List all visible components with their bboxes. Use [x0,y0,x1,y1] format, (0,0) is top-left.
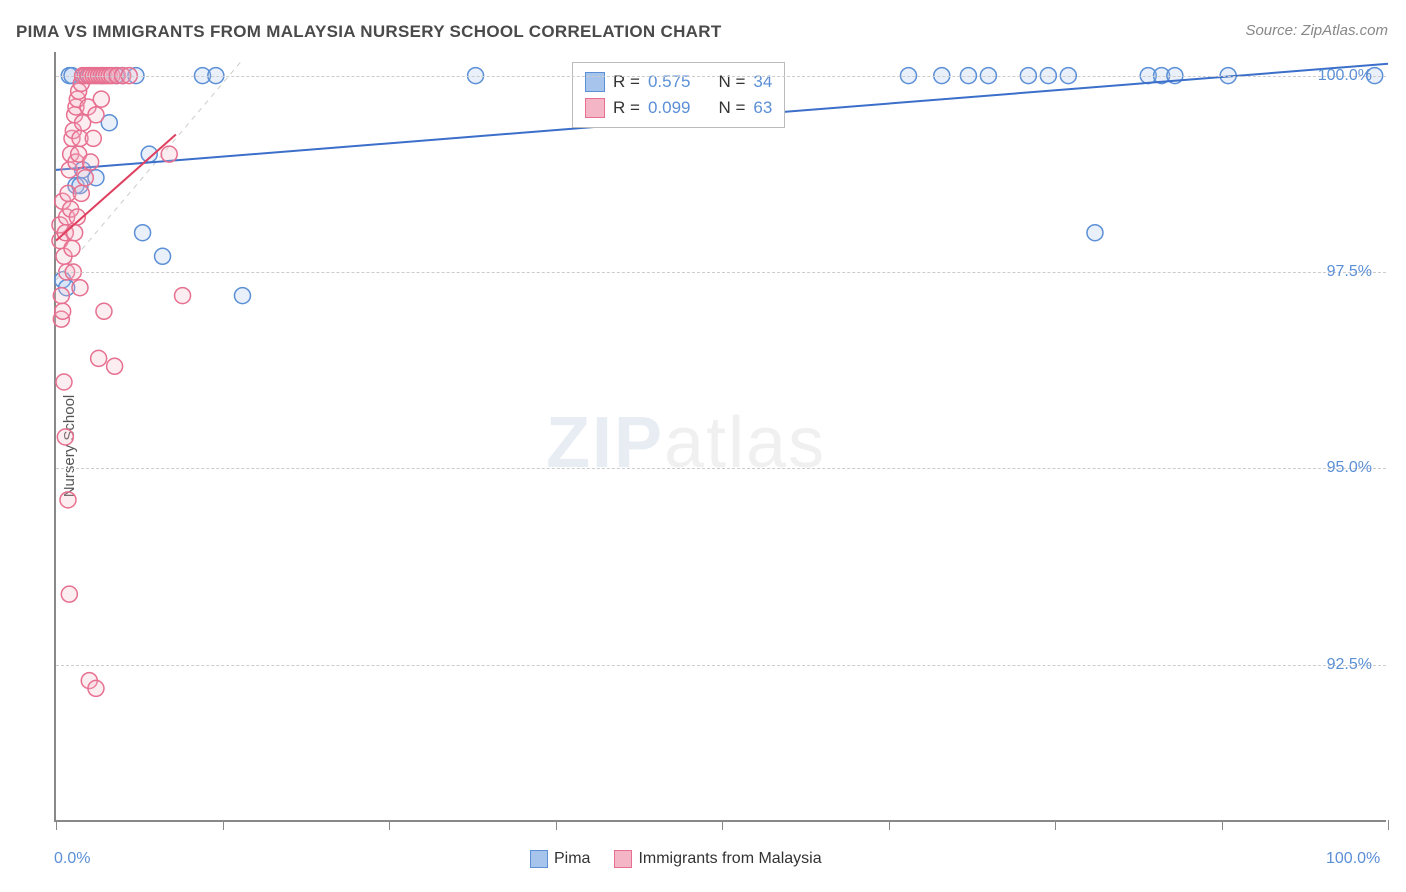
data-point [55,303,71,319]
data-point [60,492,76,508]
data-point [56,374,72,390]
data-point [73,185,89,201]
N-malaysia: 63 [753,98,772,118]
data-point [88,680,104,696]
swatch-malaysia [585,98,605,118]
swatch-malaysia-bottom [614,850,632,868]
gridline-h [56,272,1386,273]
y-tick-label: 92.5% [1327,656,1372,674]
gridline-h [56,468,1386,469]
plot-area: ZIPatlas R = 0.575 N = 34 R = 0.099 N = … [54,52,1386,822]
data-point [93,91,109,107]
gridline-h [56,665,1386,666]
y-tick-label: 97.5% [1327,263,1372,281]
y-tick-label: 95.0% [1327,459,1372,477]
data-point [83,154,99,170]
R-malaysia: 0.099 [648,98,691,118]
data-point [91,350,107,366]
data-point [96,303,112,319]
x-tick [1222,820,1223,830]
data-point [135,225,151,241]
x-tick [1388,820,1389,830]
data-point [72,280,88,296]
data-point [61,586,77,602]
legend-malaysia-label: Immigrants from Malaysia [638,850,821,867]
data-point [85,130,101,146]
stats-row-malaysia: R = 0.099 N = 63 [585,95,772,121]
stats-legend: R = 0.575 N = 34 R = 0.099 N = 63 [572,62,785,128]
x-tick [389,820,390,830]
gridline-h [56,76,1386,77]
data-point [161,146,177,162]
y-tick-label: 100.0% [1318,67,1372,85]
x-tick [56,820,57,830]
x-tick [889,820,890,830]
data-point [107,358,123,374]
data-point [64,240,80,256]
chart-title: PIMA VS IMMIGRANTS FROM MALAYSIA NURSERY… [16,22,722,42]
swatch-pima-bottom [530,850,548,868]
x-tick-label: 0.0% [54,850,90,868]
stats-row-pima: R = 0.575 N = 34 [585,69,772,95]
data-point [67,225,83,241]
x-tick [722,820,723,830]
data-point [77,170,93,186]
legend-item-pima: Pima [530,850,590,868]
R-label2: R = [613,98,640,118]
x-tick [223,820,224,830]
data-point [234,288,250,304]
source-label: Source: ZipAtlas.com [1245,22,1388,39]
data-point [155,248,171,264]
data-point [175,288,191,304]
data-point [88,107,104,123]
x-tick [1055,820,1056,830]
chart-container: PIMA VS IMMIGRANTS FROM MALAYSIA NURSERY… [0,0,1406,892]
legend-pima-label: Pima [554,850,590,867]
data-point [1087,225,1103,241]
legend-item-malaysia: Immigrants from Malaysia [614,850,821,868]
N-label2: N = [718,98,745,118]
plot-svg [56,52,1386,820]
data-point [53,288,69,304]
series-legend: Pima Immigrants from Malaysia [530,850,822,868]
x-tick-label: 100.0% [1326,850,1380,868]
x-tick [556,820,557,830]
data-point [57,429,73,445]
